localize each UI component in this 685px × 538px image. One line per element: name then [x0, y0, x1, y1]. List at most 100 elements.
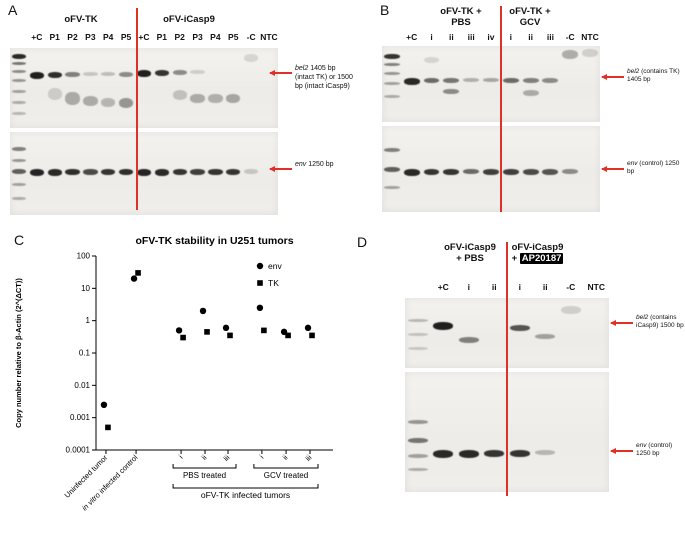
data-point-env: [304, 324, 312, 332]
bracket-label: PBS treated: [183, 471, 226, 480]
gel-band: [172, 89, 187, 100]
gel-band: [562, 49, 579, 59]
lane-label: P1: [49, 32, 60, 42]
gel-band: [65, 169, 80, 176]
red-arrow-left-icon: [601, 73, 624, 80]
red-divider-line-d: [506, 242, 508, 496]
gel-lane: [64, 132, 82, 215]
gel-band: [11, 158, 27, 162]
gel-band: [83, 96, 98, 106]
group-header-ofv-icasp9: oFV-iCasp9: [163, 14, 215, 25]
group-header-ofv-tk-gcv: oFV-TK + GCV: [490, 6, 570, 29]
gel-band: [560, 306, 581, 315]
annotation-text: bel2 (contains TK) 1405 bp: [627, 68, 680, 84]
ladder-lane: [10, 48, 28, 128]
gel-band: [423, 57, 440, 64]
gel-a-env: [10, 132, 278, 215]
gel-lane: [28, 48, 46, 128]
lane-label: ii: [448, 32, 454, 42]
gel-band: [403, 169, 420, 176]
data-point-TK: [135, 270, 141, 276]
gel-lane: [584, 298, 610, 368]
axes: [95, 256, 333, 451]
lane-label: +C: [138, 32, 150, 42]
panel-d-label: D: [357, 234, 368, 250]
group-header-line: oFV-TK +: [440, 6, 482, 17]
gel-band: [136, 69, 152, 77]
gel-band: [535, 334, 556, 340]
group-header-line: oFV-iCasp9: [444, 242, 496, 253]
red-arrow-left-icon: [610, 319, 633, 326]
gel-band: [11, 89, 27, 93]
gel-lane: [507, 372, 533, 492]
data-point-env: [100, 401, 108, 408]
lane-label: P5: [120, 32, 132, 42]
gel-lane: [521, 126, 541, 212]
gel-band: [383, 53, 400, 59]
group-header-line: + AP20187: [511, 253, 564, 265]
gel-lane: [46, 132, 64, 215]
gel-band: [29, 72, 44, 79]
lane-label: P2: [174, 32, 185, 42]
gene-name: env: [295, 161, 307, 168]
gel-band: [509, 324, 530, 331]
gel-band: [458, 337, 479, 344]
lane-label: P2: [67, 32, 78, 42]
gel-lane: [482, 298, 508, 368]
ladder-lane: [405, 372, 431, 492]
lane-label: i: [509, 32, 512, 42]
lane-label: NTC: [260, 32, 278, 42]
lane-label: -C: [246, 32, 256, 42]
x-category-label: in vitro infected control: [80, 453, 140, 513]
ladder-lane: [10, 132, 28, 215]
gel-band: [383, 167, 400, 173]
gel-band: [47, 88, 62, 100]
chart-title: oFV-TK stability in U251 tumors: [135, 235, 293, 247]
gel-lane: [422, 46, 442, 122]
gel-lane: [558, 372, 584, 492]
group-header-line: oFV-TK +: [509, 6, 551, 17]
gel-band: [443, 169, 460, 175]
gel-lane: [224, 132, 242, 215]
lane-label: [405, 282, 431, 292]
gel-lane: [153, 48, 171, 128]
x-category-label: ii: [281, 453, 290, 462]
gel-lane: [501, 46, 521, 122]
group-header-line: + PBS: [456, 253, 484, 265]
gel-band: [11, 61, 27, 65]
gel-lane: [482, 372, 508, 492]
annotation-bel2-a: bel2 1405 bp (intact TK) or 1500 bp (int…: [269, 64, 354, 91]
data-point-TK: [227, 332, 233, 339]
gel-band: [383, 186, 400, 190]
y-tick-label: 1: [86, 316, 91, 325]
y-tick-label: 0.0001: [66, 446, 91, 455]
data-point-env: [130, 275, 138, 282]
gel-band: [582, 49, 598, 58]
panel-c-label: C: [14, 232, 25, 248]
gel-lane: [135, 132, 153, 215]
lane-label: P1: [156, 32, 167, 42]
lane-label: +C: [31, 32, 43, 42]
gel-band: [509, 450, 530, 457]
gel-band: [47, 72, 62, 78]
lane-label: i: [518, 282, 521, 292]
gene-name: bel2: [295, 65, 309, 72]
legend-label: env: [268, 261, 282, 271]
gel-band: [243, 169, 259, 175]
gel-lane: [541, 126, 561, 212]
ap20187-highlight: AP20187: [519, 253, 564, 265]
gel-band: [407, 347, 428, 350]
gel-lane: [541, 46, 561, 122]
panel-c: C oFV-TK stability in U251 tumors Copy nu…: [8, 228, 360, 538]
gel-band: [403, 77, 420, 85]
ladder-lane: [382, 46, 402, 122]
lane-label: iii: [546, 32, 554, 42]
gel-lane: [422, 126, 442, 212]
bracket-label: oFV-TK infected tumors: [201, 490, 290, 500]
lane-label: iv: [487, 32, 495, 42]
gel-lane: [206, 132, 224, 215]
gel-band: [136, 169, 152, 177]
panel-a: A oFV-TK oFV-iCasp9 +C P1 P2 P3 P4 P5 +C P1 P2 P3…: [6, 2, 356, 226]
gel-band: [407, 453, 428, 458]
